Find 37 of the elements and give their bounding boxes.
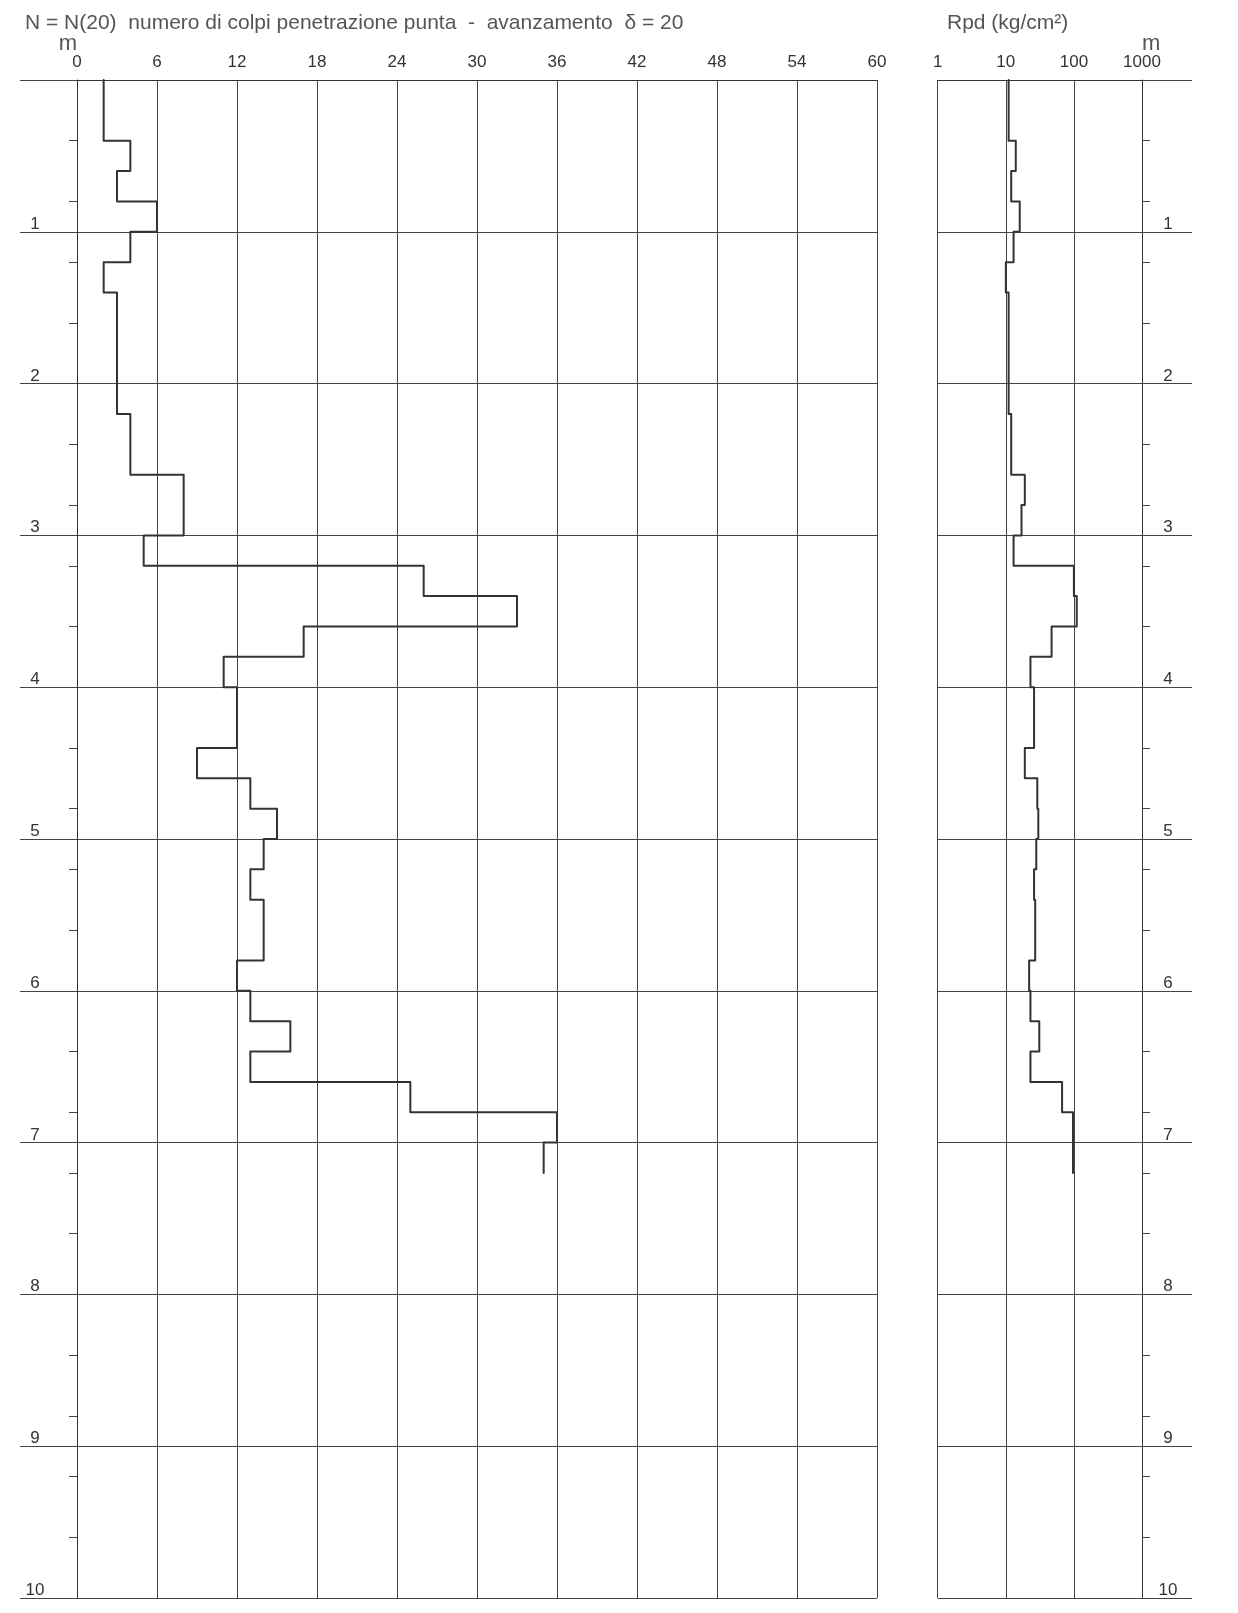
y-tick-label: 10 (25, 1580, 45, 1599)
x-tick-label: 30 (467, 52, 487, 71)
chart-title: Rpd (kg/cm²) (947, 10, 1069, 33)
y-tick-label: 10 (1158, 1580, 1178, 1599)
y-tick-label: 8 (30, 1276, 40, 1296)
y-tick-label: 8 (1163, 1276, 1173, 1296)
x-tick-label: 54 (787, 52, 807, 71)
y-tick-label: 4 (30, 669, 40, 689)
y-tick-label: 6 (1163, 972, 1173, 992)
x-tick-label: 36 (547, 52, 567, 71)
x-tick-label: 18 (307, 52, 327, 71)
y-tick-label: 7 (30, 1124, 40, 1144)
y-tick-label: 1 (30, 213, 40, 233)
y-tick-label: 7 (1163, 1124, 1173, 1144)
y-tick-label: 5 (1163, 821, 1173, 840)
x-tick-label: 60 (867, 52, 887, 71)
x-tick-label: 6 (152, 52, 162, 71)
x-tick-label: 12 (227, 52, 247, 71)
y-tick-label: 9 (1163, 1428, 1173, 1448)
x-tick-label: 1000 (1123, 52, 1161, 71)
y-tick-label: 6 (30, 972, 40, 992)
y-tick-label: 3 (30, 517, 40, 537)
x-tick-label: 48 (707, 52, 727, 71)
y-tick-label: 2 (30, 365, 40, 385)
y-tick-label: 2 (1163, 365, 1173, 385)
y-axis-title: m (1142, 29, 1161, 55)
x-tick-label: 42 (627, 52, 647, 71)
x-tick-label: 24 (387, 52, 407, 71)
x-tick-label: 1 (932, 52, 943, 71)
y-tick-label: 4 (1163, 669, 1173, 689)
x-tick-label: 100 (1059, 52, 1089, 71)
x-tick-label: 10 (996, 52, 1016, 71)
y-tick-label: 1 (1163, 213, 1173, 233)
y-tick-label: 9 (30, 1428, 40, 1448)
y-tick-label: 3 (1163, 517, 1173, 537)
y-tick-label: 5 (30, 821, 40, 840)
x-tick-label: 0 (72, 52, 82, 71)
